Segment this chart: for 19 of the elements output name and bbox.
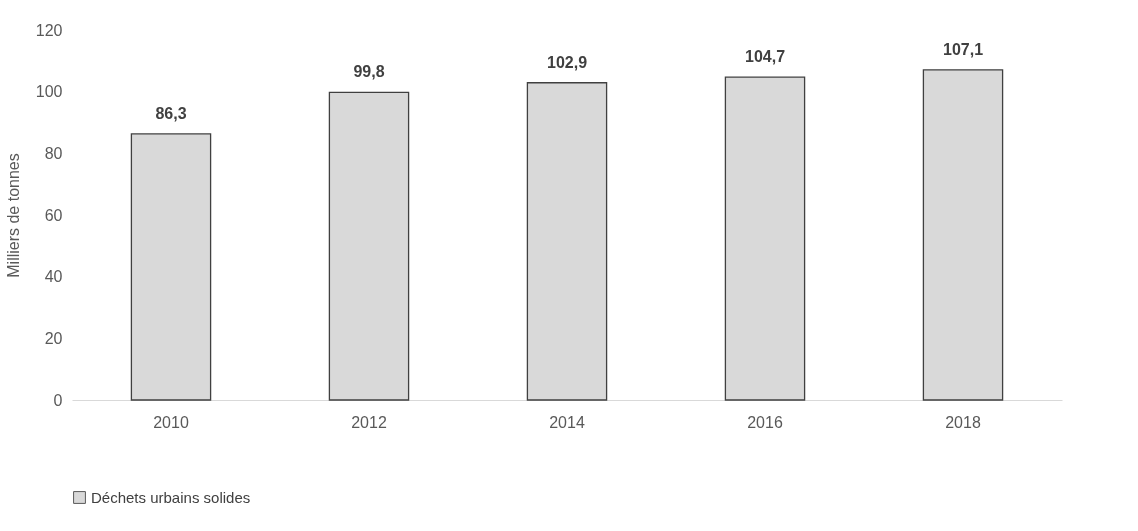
y-tick-label: 120 [35, 21, 63, 39]
x-tick-label: 2018 [945, 413, 981, 431]
y-tick-label: 40 [44, 268, 63, 286]
y-tick-label: 60 [44, 206, 63, 224]
x-tick-label: 2012 [351, 413, 387, 431]
x-tick-label: 2016 [747, 413, 783, 431]
y-tick-label: 80 [44, 144, 63, 162]
y-tick-label: 100 [35, 83, 63, 101]
data-label: 107,1 [942, 40, 984, 58]
data-label: 99,8 [353, 63, 385, 81]
data-label: 86,3 [155, 104, 187, 122]
x-tick-label: 2014 [549, 413, 585, 431]
y-axis-title: Milliers de tonnes [4, 153, 22, 278]
y-tick-label: 20 [44, 329, 63, 347]
data-label: 104,7 [744, 48, 786, 66]
legend-label: Déchets urbains solides [91, 488, 251, 506]
x-tick-label: 2010 [153, 413, 189, 431]
data-label: 102,9 [546, 53, 588, 71]
y-tick-label: 0 [53, 391, 63, 409]
